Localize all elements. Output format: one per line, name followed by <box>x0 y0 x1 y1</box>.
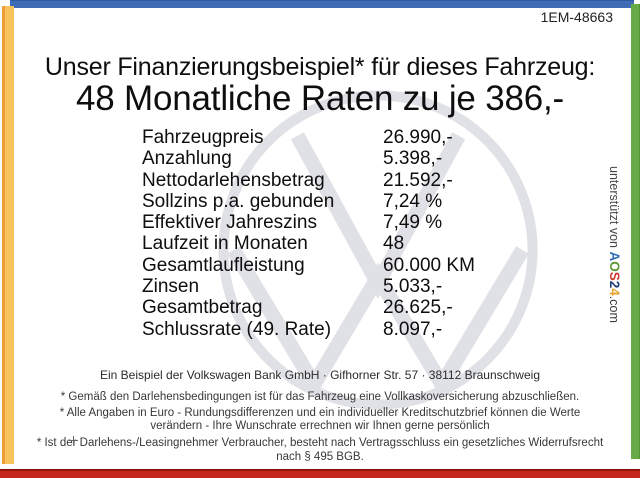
aos24-logo-letter-4: 4 <box>607 288 622 296</box>
row-value: 26.990,- <box>383 127 453 148</box>
frame-bar-left-yellow <box>2 6 14 464</box>
row-label: Anzahlung <box>142 148 232 170</box>
row-value: 5.033,- <box>383 276 443 298</box>
row-label: Zinsen <box>142 276 200 298</box>
frame-bar-bottom-red <box>0 469 640 478</box>
credit-suffix: .com <box>607 295 621 323</box>
disclaimer-euro-values: * Alle Angaben in Euro - Rundungsdiffere… <box>20 407 620 433</box>
row-label: Schlussrate (49. Rate) <box>142 318 332 340</box>
row-label: Fahrzeugpreis <box>142 127 264 148</box>
disclaimer-withdrawal: * Ist der Darlehens-/Leasingnehmer Verbr… <box>20 436 620 464</box>
row-value: 5.398,- <box>383 148 443 170</box>
bank-address-line: Ein Beispiel der Volkswagen Bank GmbH · … <box>99 368 540 382</box>
table-row: Sollzins p.a. gebunden 7,24 % <box>142 190 442 212</box>
aos24-credit: unterstützt von AOS24.com <box>607 166 622 323</box>
row-label: Gesamtlaufleistung <box>142 254 305 276</box>
aos24-logo-letter-s: S <box>607 271 622 281</box>
frame-bar-right-green <box>631 4 640 459</box>
row-value: 7,24 % <box>383 190 443 212</box>
row-value: 26.625,- <box>383 297 453 319</box>
row-value: 21.592,- <box>383 169 453 191</box>
table-row: Anzahlung 5.398,- <box>142 148 442 170</box>
disclaimer-withdrawal-text: * Ist der Darlehens-/Leasingnehmer Verbr… <box>36 437 604 463</box>
disclaimer-insurance: * Gemäß den Darlehensbedingungen ist für… <box>60 391 580 403</box>
row-label: Sollzins p.a. gebunden <box>142 190 335 212</box>
row-label: Effektiver Jahreszins <box>142 212 317 234</box>
finance-table: Fahrzeugpreis 26.990,- Anzahlung 5.398,-… <box>142 127 475 340</box>
table-row: Fahrzeugpreis 26.990,- <box>142 127 453 148</box>
row-value: 48 <box>383 233 405 255</box>
aos24-logo-letter-o: O <box>607 261 622 272</box>
table-row: Laufzeit in Monaten 48 <box>142 233 404 255</box>
table-row: Gesamtbetrag 26.625,- <box>142 297 453 319</box>
frame-bar-top-blue <box>10 0 634 8</box>
aos24-logo-letter-a: A <box>607 251 622 262</box>
table-row: Gesamtlaufleistung 60.000 KM <box>142 254 475 276</box>
title-intro-line: Unser Finanzierungsbeispiel* für dieses … <box>44 53 596 81</box>
reference-number: 1EM-48663 <box>540 9 613 25</box>
row-label: Laufzeit in Monaten <box>142 233 308 255</box>
row-value: 60.000 KM <box>383 254 475 276</box>
cursor-crosshair-icon <box>69 436 78 445</box>
credit-prefix: unterstützt von <box>607 166 621 252</box>
row-value: 7,49 % <box>383 212 443 234</box>
disclaimer-euro-values-text: * Alle Angaben in Euro - Rundungsdiffere… <box>59 407 581 432</box>
row-label: Nettodarlehensbetrag <box>142 169 325 191</box>
table-row: Nettodarlehensbetrag 21.592,- <box>142 169 453 191</box>
table-row: Schlussrate (49. Rate) 8.097,- <box>142 318 442 340</box>
row-value: 8.097,- <box>383 318 443 340</box>
row-label: Gesamtbetrag <box>142 297 263 319</box>
table-row: Effektiver Jahreszins 7,49 % <box>142 212 442 234</box>
table-row: Zinsen 5.033,- <box>142 276 442 298</box>
title-rate-line: 48 Monatliche Raten zu je 386,- <box>76 79 564 118</box>
vw-logo-watermark-icon <box>218 90 538 410</box>
